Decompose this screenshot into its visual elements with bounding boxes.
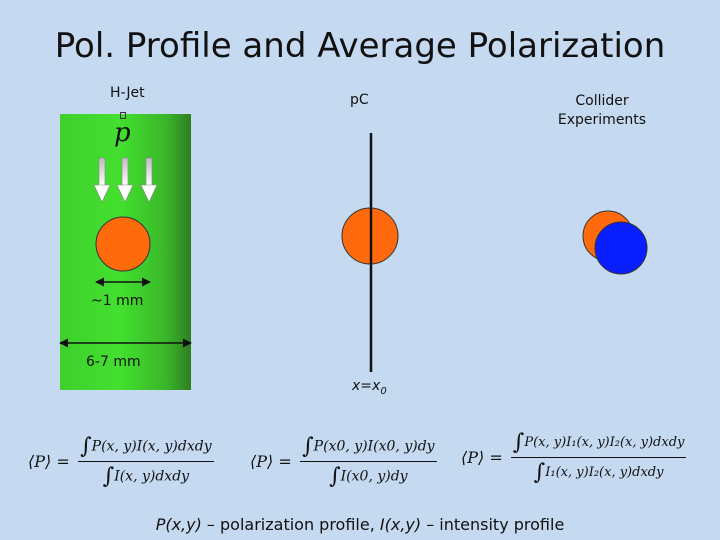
slide-title: Pol. Profile and Average Polarization [54,26,666,66]
jet-width-label: 6-7 mm [86,354,141,370]
flow-arrow-3 [140,157,158,203]
collider-label: Collider Experiments [557,93,647,128]
hjet-beam-spot [95,216,151,272]
small-box-marker [120,112,126,119]
formula-pc: ⟨P⟩ = ∫P(x0, y)I(x0, y)dy ∫I(x0, y)dy [250,434,437,489]
target-position-label: x=x0 [352,378,387,397]
proton-symbol: p [114,118,131,148]
collider-beam-2 [594,221,648,275]
formula-collider: ⟨P⟩ = ∫P(x, y)I₁(x, y)I₂(x, y)dxdy ∫I₁(x… [461,430,687,485]
flow-arrow-1 [93,157,111,203]
flow-arrow-2 [116,157,134,203]
hjet-label: H-Jet [110,85,145,101]
pc-label: pC [350,92,369,108]
formula-hjet: ⟨P⟩ = ∫P(x, y)I(x, y)dxdy ∫I(x, y)dxdy [28,434,214,489]
jet-flow-arrows [93,157,158,203]
beam-size-label: ~1 mm [91,293,144,309]
caption: P(x,y) – polarization profile, I(x,y) – … [155,515,565,534]
